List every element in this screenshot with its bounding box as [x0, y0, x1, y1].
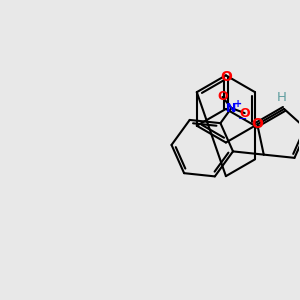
Text: O: O	[239, 106, 250, 120]
Text: −: −	[238, 114, 247, 124]
Text: N: N	[226, 102, 237, 115]
Text: O: O	[220, 70, 232, 84]
Text: H: H	[277, 91, 287, 104]
Text: O: O	[251, 117, 263, 131]
Text: +: +	[234, 99, 242, 109]
Text: O: O	[217, 91, 228, 103]
